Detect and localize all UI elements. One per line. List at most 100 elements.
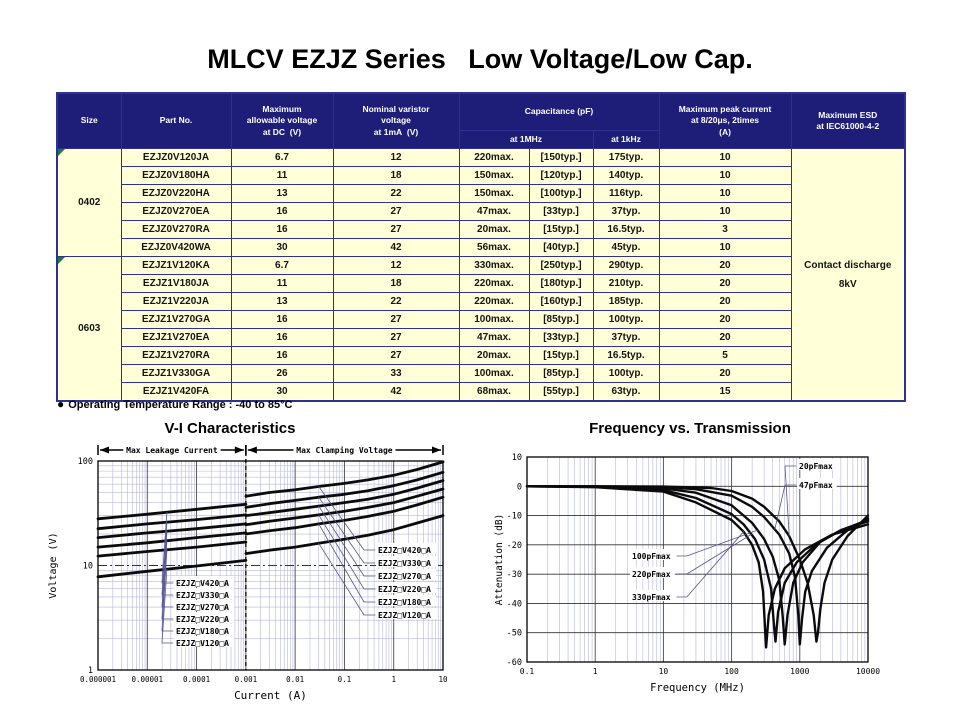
corner-marker-icon — [58, 257, 65, 264]
table-row: EZJZ1V270EA 16 27 47max. [33typ.] 37typ. 20 — [57, 328, 905, 347]
cap-1khz-cell: 116typ. — [592, 184, 660, 203]
peak-current-cell: 20 — [658, 328, 792, 347]
svg-text:-40: -40 — [507, 599, 522, 609]
max-voltage-cell: 6.7 — [230, 256, 334, 275]
page-title: MLCV EZJZ Series Low Voltage/Low Cap. — [207, 44, 753, 74]
cap-1khz-cell: 16.5typ. — [592, 346, 660, 365]
part-no-cell: EZJZ0V270RA — [120, 220, 232, 239]
svg-text:0.000001: 0.000001 — [80, 675, 116, 684]
spec-table: Size Part No. Maximum allowable voltage … — [56, 92, 907, 402]
varistor-voltage-cell: 27 — [332, 346, 460, 365]
bullet-icon: ● — [57, 397, 65, 411]
vi-chart-title: V-I Characteristics — [164, 420, 296, 437]
max-voltage-cell: 16 — [230, 346, 334, 365]
cap-1mhz-max-cell: 150max. — [458, 166, 530, 185]
part-no-cell: EZJZ1V120KA — [120, 256, 232, 275]
svg-text:100: 100 — [78, 457, 93, 467]
col-header-peak-current: Maximum peak current at 8/20μs, 2times (… — [658, 92, 792, 149]
cap-1mhz-typ-cell: [33typ.] — [528, 202, 594, 221]
peak-current-cell: 3 — [658, 220, 792, 239]
cap-1mhz-max-cell: 330max. — [458, 256, 530, 275]
col-header-varistor-voltage: Nominal varistor voltage at 1mA (V) — [332, 92, 460, 149]
peak-current-cell: 10 — [658, 238, 792, 257]
max-voltage-cell: 26 — [230, 364, 334, 383]
esd-cell: Contact discharge 8kV — [790, 148, 906, 402]
corner-marker-icon — [58, 149, 65, 156]
cap-1khz-cell: 37typ. — [592, 328, 660, 347]
cap-1khz-cell: 63typ. — [592, 382, 660, 402]
table-row: EZJZ1V180JA 11 18 220max. [180typ.] 210typ. 20 — [57, 274, 905, 293]
peak-current-cell: 10 — [658, 202, 792, 221]
svg-text:10: 10 — [83, 562, 93, 572]
svg-text:-10: -10 — [507, 512, 522, 522]
peak-current-cell: 5 — [658, 346, 792, 365]
svg-text:1: 1 — [593, 667, 598, 676]
svg-text:0: 0 — [517, 482, 522, 492]
svg-text:0.0001: 0.0001 — [183, 675, 210, 684]
part-no-cell: EZJZ1V180JA — [120, 274, 232, 293]
cap-1khz-cell: 45typ. — [592, 238, 660, 257]
svg-text:Current (A): Current (A) — [234, 689, 307, 702]
cap-1mhz-max-cell: 68max. — [458, 382, 530, 402]
operating-temperature-note: ● Operating Temperature Range : -40 to 85… — [57, 397, 293, 411]
svg-text:1: 1 — [88, 666, 93, 676]
cap-1mhz-max-cell: 20max. — [458, 346, 530, 365]
varistor-voltage-cell: 22 — [332, 292, 460, 311]
peak-current-cell: 15 — [658, 382, 792, 402]
cap-1mhz-typ-cell: [85typ.] — [528, 364, 594, 383]
peak-current-cell: 20 — [658, 310, 792, 329]
cap-1mhz-max-cell: 47max. — [458, 202, 530, 221]
cap-1khz-cell: 100typ. — [592, 364, 660, 383]
varistor-voltage-cell: 18 — [332, 274, 460, 293]
max-voltage-cell: 16 — [230, 220, 334, 239]
svg-text:EZJZ□V330□A: EZJZ□V330□A — [378, 559, 431, 568]
cap-1mhz-max-cell: 220max. — [458, 274, 530, 293]
cap-1mhz-typ-cell: [180typ.] — [528, 274, 594, 293]
table-row: EZJZ0V180HA 11 18 150max. [120typ.] 140typ. 10 — [57, 166, 905, 185]
cap-1mhz-typ-cell: [85typ.] — [528, 310, 594, 329]
table-row: EZJZ1V270RA 16 27 20max. [15typ.] 16.5typ. 5 — [57, 346, 905, 365]
svg-text:0.1: 0.1 — [338, 675, 352, 684]
cap-1khz-cell: 37typ. — [592, 202, 660, 221]
cap-1khz-cell: 175typ. — [592, 148, 660, 167]
peak-current-cell: 20 — [658, 256, 792, 275]
svg-text:EZJZ□V180□A: EZJZ□V180□A — [378, 598, 431, 607]
svg-text:EZJZ□V220□A: EZJZ□V220□A — [176, 615, 229, 624]
max-voltage-cell: 11 — [230, 166, 334, 185]
svg-text:10000: 10000 — [856, 667, 880, 676]
svg-text:Max Leakage Current: Max Leakage Current — [126, 446, 218, 455]
table-row: EZJZ0V270EA 16 27 47max. [33typ.] 37typ. 10 — [57, 202, 905, 221]
cap-1mhz-max-cell: 150max. — [458, 184, 530, 203]
cap-1khz-cell: 290typ. — [592, 256, 660, 275]
cap-1mhz-max-cell: 100max. — [458, 310, 530, 329]
col-header-capacitance: Capacitance (pF) — [458, 92, 660, 131]
part-no-cell: EZJZ1V270RA — [120, 346, 232, 365]
svg-text:0.1: 0.1 — [520, 667, 535, 676]
svg-text:10: 10 — [512, 453, 522, 463]
peak-current-cell: 10 — [658, 148, 792, 167]
varistor-voltage-cell: 42 — [332, 238, 460, 257]
varistor-voltage-cell: 12 — [332, 148, 460, 167]
table-row: EZJZ0V220HA 13 22 150max. [100typ.] 116typ. 10 — [57, 184, 905, 203]
max-voltage-cell: 30 — [230, 238, 334, 257]
cap-1mhz-max-cell: 56max. — [458, 238, 530, 257]
max-voltage-cell: 13 — [230, 292, 334, 311]
part-no-cell: EZJZ0V420WA — [120, 238, 232, 257]
col-header-part-no: Part No. — [120, 92, 232, 149]
col-header-max-voltage: Maximum allowable voltage at DC (V) — [230, 92, 334, 149]
varistor-voltage-cell: 27 — [332, 328, 460, 347]
cap-1khz-cell: 210typ. — [592, 274, 660, 293]
part-no-cell: EZJZ1V330GA — [120, 364, 232, 383]
table-row: EZJZ1V270GA 16 27 100max. [85typ.] 100typ. 20 — [57, 310, 905, 329]
part-no-cell: EZJZ1V270GA — [120, 310, 232, 329]
svg-text:0.00001: 0.00001 — [131, 675, 163, 684]
svg-text:EZJZ□V330□A: EZJZ□V330□A — [176, 591, 229, 600]
max-voltage-cell: 13 — [230, 184, 334, 203]
col-header-at-1khz: at 1kHz — [592, 130, 660, 149]
col-header-size: Size — [56, 92, 122, 149]
freq-chart-title: Frequency vs. Transmission — [589, 420, 791, 437]
varistor-voltage-cell: 22 — [332, 184, 460, 203]
cap-1mhz-typ-cell: [15typ.] — [528, 346, 594, 365]
svg-text:EZJZ□V420□A: EZJZ□V420□A — [176, 579, 229, 588]
svg-text:0.01: 0.01 — [286, 675, 304, 684]
